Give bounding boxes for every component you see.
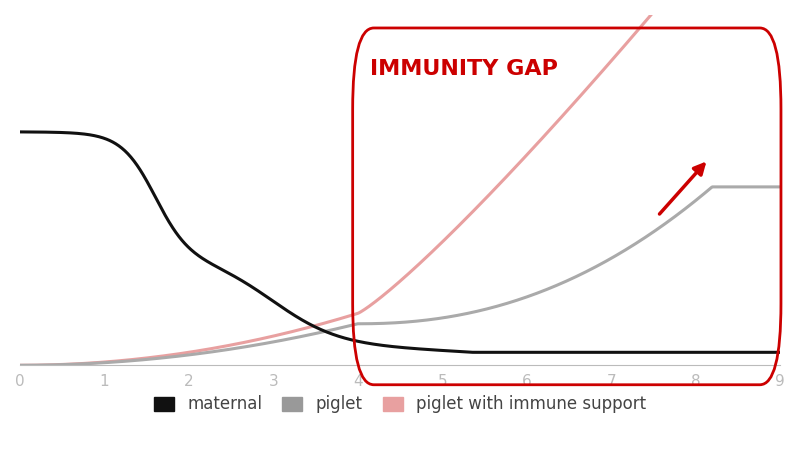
Legend: maternal, piglet, piglet with immune support: maternal, piglet, piglet with immune sup…: [147, 389, 653, 420]
Text: IMMUNITY GAP: IMMUNITY GAP: [370, 59, 558, 79]
